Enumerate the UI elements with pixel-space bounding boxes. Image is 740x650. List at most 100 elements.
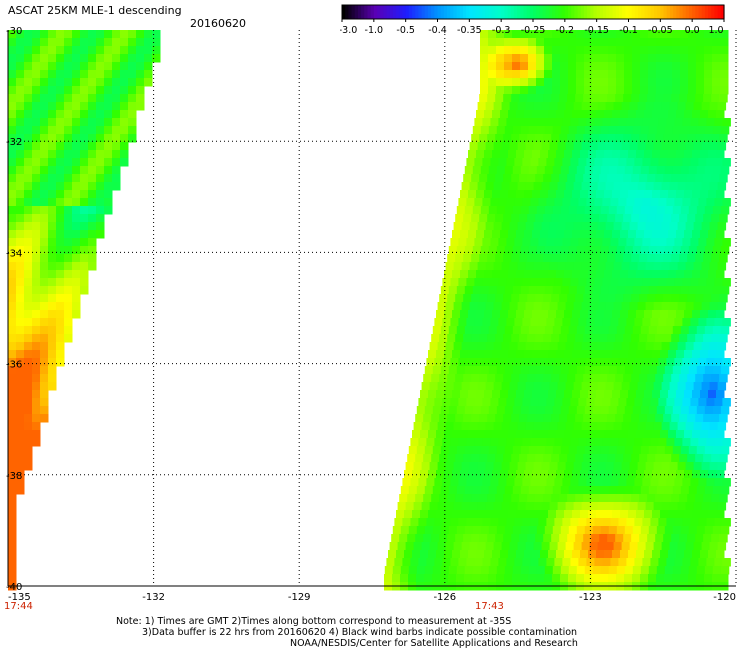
- wind-cell: [644, 310, 653, 319]
- wind-cell: [456, 246, 466, 255]
- wind-cell: [692, 310, 701, 319]
- wind-cell: [712, 246, 722, 255]
- wind-cell: [604, 390, 613, 399]
- wind-cell: [152, 46, 161, 55]
- wind-cell: [455, 534, 464, 543]
- colorbar-swatch: [453, 5, 458, 19]
- wind-cell: [490, 198, 499, 207]
- wind-cell: [549, 462, 559, 471]
- wind-cell: [504, 62, 513, 71]
- wind-cell: [512, 54, 521, 63]
- wind-cell: [8, 134, 17, 143]
- wind-cell: [576, 526, 586, 535]
- colorbar-label: -0.5: [396, 25, 415, 36]
- wind-cell: [460, 190, 469, 199]
- wind-cell: [56, 126, 65, 135]
- wind-cell: [464, 206, 474, 215]
- wind-cell: [589, 102, 599, 111]
- wind-cell: [565, 342, 575, 351]
- wind-cell: [703, 254, 712, 263]
- colorbar-swatch: [517, 5, 521, 19]
- wind-cell: [520, 70, 529, 79]
- wind-cell: [594, 558, 603, 567]
- wind-cell: [575, 294, 584, 303]
- wind-cell: [656, 566, 666, 575]
- wind-cell: [72, 38, 81, 47]
- wind-cell: [8, 166, 17, 175]
- wind-cell: [479, 94, 488, 103]
- wind-cell: [674, 278, 683, 287]
- wind-cell: [648, 574, 657, 583]
- wind-cell: [447, 254, 456, 263]
- wind-cell: [546, 358, 555, 367]
- wind-cell: [469, 382, 479, 391]
- wind-cell: [432, 574, 441, 583]
- wind-cell: [96, 62, 105, 71]
- wind-cell: [533, 342, 543, 351]
- wind-cell: [624, 54, 633, 63]
- wind-cell: [608, 406, 618, 415]
- wind-cell: [658, 518, 667, 527]
- wind-cell: [440, 574, 449, 583]
- wind-cell: [682, 398, 691, 407]
- wind-cell: [639, 94, 648, 103]
- wind-cell: [692, 350, 701, 359]
- wind-cell: [484, 430, 493, 439]
- wind-cell: [618, 438, 627, 447]
- wind-cell: [8, 62, 17, 71]
- wind-cell: [580, 510, 589, 519]
- wind-cell: [136, 46, 145, 55]
- wind-cell: [712, 206, 722, 215]
- wind-cell: [647, 94, 656, 103]
- wind-cell: [616, 406, 626, 415]
- wind-cell: [600, 78, 609, 87]
- wind-cell: [650, 158, 659, 167]
- colorbar-swatch: [383, 5, 388, 19]
- wind-cell: [648, 86, 657, 95]
- wind-cell: [653, 542, 663, 551]
- wind-cell: [40, 318, 49, 327]
- wind-cell: [634, 318, 643, 327]
- wind-cell: [80, 230, 89, 239]
- wind-cell: [629, 342, 639, 351]
- wind-cell: [722, 118, 731, 127]
- wind-cell: [693, 462, 703, 471]
- wind-cell: [24, 366, 33, 375]
- wind-cell: [570, 278, 579, 287]
- wind-cell: [548, 310, 557, 319]
- wind-cell: [615, 214, 624, 223]
- wind-cell: [621, 302, 631, 311]
- wind-cell: [640, 166, 650, 175]
- wind-cell: [608, 446, 618, 455]
- wind-cell: [88, 142, 97, 151]
- wind-cell: [519, 214, 528, 223]
- wind-cell: [88, 150, 97, 159]
- wind-cell: [495, 494, 504, 503]
- wind-cell: [524, 510, 533, 519]
- wind-cell: [442, 358, 451, 367]
- wind-cell: [535, 214, 544, 223]
- wind-cell: [599, 494, 608, 503]
- wind-cell: [551, 534, 560, 543]
- wind-cell: [688, 366, 698, 375]
- wind-cell: [719, 374, 728, 383]
- wind-cell: [720, 566, 730, 575]
- wind-cell: [639, 134, 648, 143]
- wind-cell: [528, 70, 537, 79]
- wind-cell: [530, 198, 539, 207]
- wind-cell: [599, 534, 608, 543]
- wind-cell: [700, 550, 709, 559]
- wind-cell: [503, 334, 512, 343]
- wind-cell: [80, 222, 89, 231]
- wind-cell: [711, 254, 720, 263]
- colorbar-swatch: [513, 5, 518, 19]
- colorbar-label: -0.1: [619, 25, 638, 36]
- wind-cell: [690, 478, 699, 487]
- wind-cell: [120, 158, 129, 167]
- wind-cell: [652, 270, 661, 279]
- wind-cell: [671, 534, 680, 543]
- wind-cell: [509, 142, 519, 151]
- wind-cell: [722, 518, 731, 527]
- wind-cell: [632, 78, 641, 87]
- wind-cell: [685, 542, 695, 551]
